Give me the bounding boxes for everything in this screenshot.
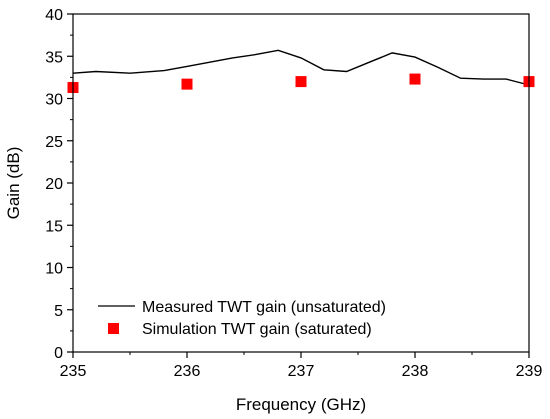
y-tick-label: 25 [45, 134, 63, 151]
series-layer [67, 49, 535, 94]
plot-frame [72, 13, 530, 353]
series-point-simulation [409, 73, 421, 85]
y-tick-label: 5 [54, 303, 63, 320]
y-axis-label: Gain (dB) [4, 147, 23, 220]
y-tick-label: 10 [45, 261, 63, 278]
series-point-simulation [181, 78, 193, 90]
x-tick-label: 239 [516, 363, 543, 380]
legend-label-measured: Measured TWT gain (unsaturated) [142, 299, 386, 316]
x-tick-label: 238 [402, 363, 429, 380]
legend-label-simulation: Simulation TWT gain (saturated) [142, 321, 372, 338]
y-tick-label: 40 [45, 7, 63, 24]
series-point-simulation [295, 76, 307, 88]
tick-labels: 235 236 237 238 239 0 5 10 15 20 25 30 35 40 [45, 7, 542, 380]
series-line-measured [72, 49, 530, 86]
y-tick-label: 35 [45, 49, 63, 66]
y-tick-label: 20 [45, 176, 63, 193]
legend: Measured TWT gain (unsaturated) Simulati… [98, 299, 386, 338]
x-tick-label: 236 [174, 363, 201, 380]
y-tick-label: 15 [45, 218, 63, 235]
x-tick-label: 235 [60, 363, 87, 380]
y-tick-label: 0 [54, 345, 63, 362]
x-tick-label: 237 [288, 363, 315, 380]
legend-marker-swatch [108, 323, 119, 334]
y-tick-label: 30 [45, 92, 63, 109]
x-axis-label: Frequency (GHz) [236, 395, 366, 414]
